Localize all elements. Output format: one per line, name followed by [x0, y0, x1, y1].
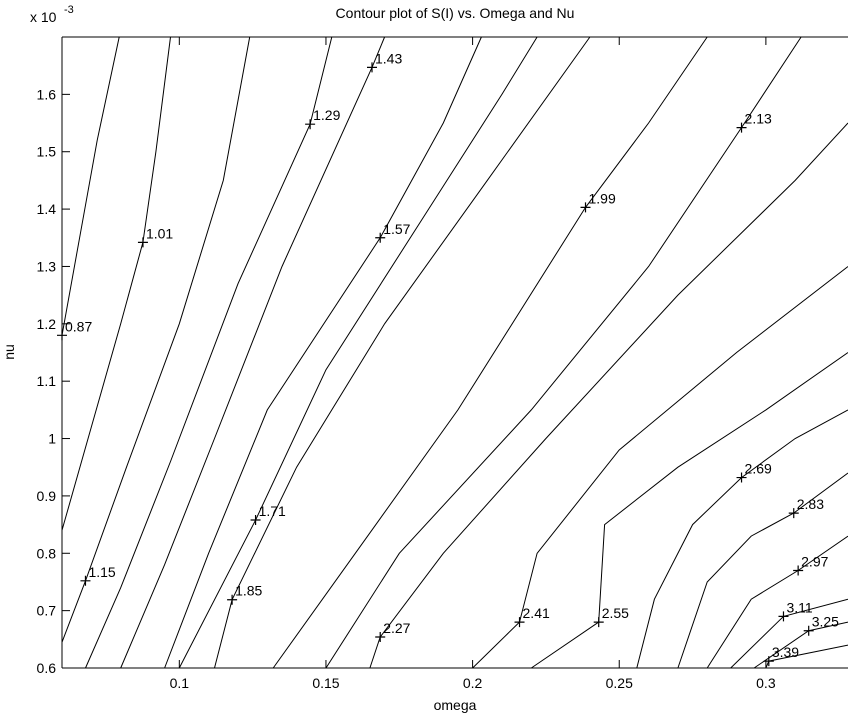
x-tick-label: 0.2: [463, 675, 483, 691]
label-marker: [580, 202, 591, 213]
label-marker: [375, 232, 386, 243]
label-marker: [57, 330, 67, 341]
x-tick-label: 0.25: [606, 675, 633, 691]
contour-line: [178, 36, 538, 669]
label-marker: [736, 122, 747, 133]
x-tick-label: 0.1: [170, 675, 190, 691]
contour-label: 2.41: [523, 605, 550, 621]
contour-label: 1.57: [383, 221, 410, 237]
contour-line: [636, 409, 848, 669]
y-tick-label: 0.6: [37, 660, 57, 676]
contour-label: 1.43: [375, 50, 402, 66]
y-tick-label: 1.1: [37, 373, 57, 389]
label-marker: [778, 611, 789, 622]
contour-line: [214, 36, 591, 669]
y-tick-label: 0.9: [37, 488, 57, 504]
label-marker: [375, 632, 386, 643]
x-axis-label: omega: [434, 697, 477, 713]
label-marker: [227, 594, 238, 605]
contour-label: 3.39: [772, 644, 799, 660]
contour-label: 1.29: [313, 107, 340, 123]
x-tick-label: 0.15: [312, 675, 339, 691]
y-scale-exponent: -3: [64, 4, 74, 16]
y-tick-label: 1.6: [37, 86, 57, 102]
contour-label: 1.85: [235, 583, 262, 599]
contour-line: [531, 352, 848, 669]
contour-label: 1.01: [146, 225, 173, 241]
y-tick-label: 1: [48, 431, 56, 447]
label-marker: [305, 119, 316, 130]
label-marker: [593, 617, 604, 628]
contour-label: 2.13: [745, 111, 772, 127]
contour-label: 2.97: [801, 553, 828, 569]
label-marker: [137, 237, 148, 248]
contour-label: 0.87: [65, 318, 92, 334]
contour-label: 2.55: [602, 605, 629, 621]
contour-label: 2.69: [745, 461, 772, 477]
label-marker: [763, 656, 774, 667]
y-tick-label: 1.4: [37, 201, 57, 217]
contour-line: [61, 36, 120, 336]
contour-line: [472, 266, 848, 669]
contour-label: 2.27: [383, 620, 410, 636]
axes-box: [61, 36, 848, 669]
contour-label: 1.15: [88, 564, 115, 580]
y-tick-label: 0.7: [37, 603, 57, 619]
y-tick-label: 1.2: [37, 316, 57, 332]
contour-label: 1.99: [589, 190, 616, 206]
chart-title: Contour plot of S(I) vs. Omega and Nu: [336, 5, 575, 21]
contour-label: 3.11: [786, 599, 812, 615]
y-tick-label: 1.5: [37, 144, 57, 160]
y-scale-label: x 10: [30, 9, 57, 25]
label-marker: [367, 62, 378, 73]
contour-line: [272, 36, 708, 669]
label-marker: [803, 625, 814, 636]
contour-label: 2.83: [797, 496, 824, 512]
label-marker: [793, 565, 804, 576]
contour-line: [677, 472, 848, 669]
contour-line: [164, 36, 482, 669]
contour-line: [120, 36, 386, 669]
y-axis-label: nu: [1, 344, 17, 360]
y-tick-label: 1.3: [37, 258, 57, 274]
contour-line: [85, 36, 333, 669]
label-marker: [80, 575, 91, 586]
label-marker: [736, 472, 747, 483]
contour-line: [706, 535, 848, 669]
label-marker: [514, 617, 525, 628]
y-tick-label: 0.8: [37, 545, 57, 561]
contour-label: 3.25: [812, 614, 839, 630]
label-marker: [788, 508, 799, 519]
contour-label: 1.71: [259, 503, 286, 519]
contour-line: [61, 36, 171, 531]
contour-line: [325, 36, 802, 669]
contour-line: [61, 36, 251, 643]
label-marker: [250, 515, 261, 526]
x-tick-label: 0.3: [756, 675, 776, 691]
